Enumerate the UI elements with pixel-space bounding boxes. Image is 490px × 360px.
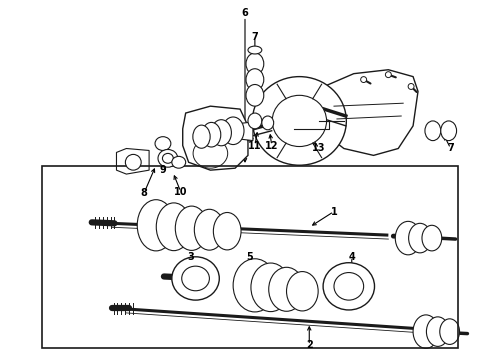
Ellipse shape — [202, 122, 221, 147]
Text: 7: 7 — [447, 144, 454, 153]
Ellipse shape — [175, 206, 208, 251]
Text: 12: 12 — [265, 140, 278, 150]
Ellipse shape — [172, 257, 220, 300]
Text: 11: 11 — [248, 140, 262, 150]
Text: 10: 10 — [174, 187, 188, 197]
Ellipse shape — [269, 267, 304, 311]
Ellipse shape — [222, 117, 244, 145]
Ellipse shape — [248, 113, 262, 129]
Polygon shape — [228, 122, 253, 141]
Circle shape — [386, 72, 392, 78]
Ellipse shape — [158, 149, 178, 167]
Ellipse shape — [425, 121, 441, 141]
Circle shape — [361, 77, 367, 82]
Ellipse shape — [233, 259, 277, 312]
Ellipse shape — [395, 221, 421, 255]
Ellipse shape — [323, 263, 374, 310]
Ellipse shape — [248, 46, 262, 54]
Ellipse shape — [156, 203, 192, 251]
Ellipse shape — [137, 200, 175, 251]
Polygon shape — [117, 148, 149, 174]
Ellipse shape — [195, 209, 224, 250]
Ellipse shape — [287, 271, 318, 311]
Ellipse shape — [246, 85, 264, 106]
Ellipse shape — [193, 125, 210, 148]
Circle shape — [125, 154, 141, 170]
Text: 8: 8 — [141, 188, 147, 198]
Text: 5: 5 — [246, 252, 253, 262]
Ellipse shape — [246, 53, 264, 75]
Text: 9: 9 — [160, 165, 166, 175]
Ellipse shape — [409, 223, 431, 253]
Text: 3: 3 — [187, 252, 194, 262]
Text: 13: 13 — [313, 144, 326, 153]
Ellipse shape — [422, 225, 442, 251]
Ellipse shape — [172, 156, 186, 168]
Text: 4: 4 — [348, 252, 355, 262]
Text: 1: 1 — [331, 207, 337, 216]
Ellipse shape — [211, 120, 231, 146]
Ellipse shape — [262, 116, 274, 130]
Ellipse shape — [182, 266, 209, 291]
Ellipse shape — [155, 137, 171, 150]
Ellipse shape — [193, 139, 228, 168]
Ellipse shape — [246, 69, 264, 90]
Ellipse shape — [426, 317, 449, 346]
Ellipse shape — [163, 153, 173, 163]
Polygon shape — [317, 70, 418, 156]
Text: 2: 2 — [306, 341, 313, 350]
Ellipse shape — [441, 121, 457, 141]
Ellipse shape — [272, 95, 326, 147]
Ellipse shape — [251, 263, 291, 312]
Polygon shape — [183, 106, 248, 170]
Circle shape — [408, 84, 414, 89]
Ellipse shape — [252, 77, 346, 165]
Bar — [42, 166, 458, 348]
Ellipse shape — [440, 319, 460, 345]
Text: 7: 7 — [251, 32, 258, 42]
Ellipse shape — [213, 212, 241, 250]
Ellipse shape — [413, 315, 439, 348]
Text: 6: 6 — [242, 8, 248, 18]
Ellipse shape — [334, 273, 364, 300]
